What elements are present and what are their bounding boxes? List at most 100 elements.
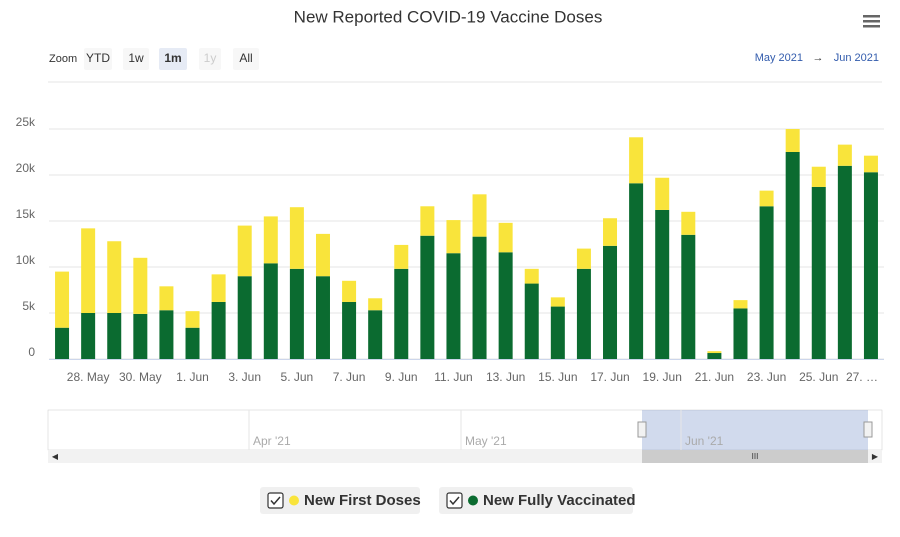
x-tick-label: 11. Jun (434, 370, 472, 384)
zoom-button[interactable] (123, 48, 149, 70)
bar (472, 236, 487, 359)
y-tick-label: 0 (28, 345, 35, 359)
bar (159, 286, 174, 311)
legend-item[interactable]: New Fully Vaccinated (439, 487, 636, 514)
scroll-left[interactable]: ◀ (52, 452, 59, 461)
bar (263, 263, 278, 359)
bar (707, 353, 722, 359)
menu-bar (863, 25, 880, 28)
legend-check (270, 496, 281, 506)
bar (107, 241, 122, 313)
x-tick-label: 17. Jun (590, 370, 629, 384)
legend-box[interactable] (439, 487, 633, 514)
bar (394, 244, 409, 269)
bar (107, 313, 122, 359)
bar (342, 301, 357, 359)
x-tick-label: 9. Jun (385, 370, 418, 384)
bar (185, 311, 200, 328)
bar (576, 268, 591, 359)
x-tick-label: 25. Jun (799, 370, 838, 384)
x-tick-label: 5. Jun (281, 370, 314, 384)
zoom-button[interactable] (84, 48, 112, 70)
bar (863, 172, 878, 359)
bar (524, 268, 539, 284)
y-tick-label: 15k (16, 207, 36, 221)
bar (603, 245, 618, 359)
bar (55, 327, 70, 359)
bar (655, 209, 670, 359)
zoom-button-label: 1y (204, 51, 217, 65)
bar (446, 220, 461, 254)
bar (315, 276, 330, 359)
bar (707, 351, 722, 354)
zoom-button-label[interactable]: YTD (86, 51, 110, 65)
navigator-mask[interactable] (642, 410, 868, 450)
bar (133, 313, 148, 359)
scroll-right[interactable]: ▶ (872, 452, 879, 461)
bar (185, 327, 200, 359)
bar (655, 177, 670, 210)
menu-button[interactable] (863, 15, 880, 28)
bar (681, 211, 696, 235)
bar (237, 225, 252, 277)
legend-marker (468, 495, 478, 506)
zoom-label: Zoom (49, 53, 77, 65)
bar (237, 276, 252, 359)
legend-box[interactable] (260, 487, 420, 514)
zoom-button[interactable] (159, 48, 187, 70)
bar (289, 207, 304, 269)
legend-checkbox[interactable] (267, 492, 284, 509)
legend-checkbox[interactable] (446, 492, 463, 509)
x-tick-label: 23. Jun (747, 370, 786, 384)
y-tick-label: 10k (16, 253, 36, 267)
x-tick-label: 1. Jun (176, 370, 209, 384)
menu-bar (863, 20, 880, 23)
bar (472, 194, 487, 237)
bar (837, 165, 852, 359)
bar (81, 313, 96, 359)
scrollbar-thumb[interactable] (642, 450, 868, 463)
range-from[interactable]: May 2021 (755, 52, 803, 64)
bar (576, 248, 591, 269)
x-tick-label: 7. Jun (333, 370, 366, 384)
y-tick-label: 25k (16, 115, 36, 129)
x-tick-label: 3. Jun (228, 370, 261, 384)
navigator-handle[interactable] (863, 421, 873, 438)
zoom-button[interactable] (233, 48, 259, 70)
bar (289, 268, 304, 359)
navigator-handle[interactable] (637, 421, 647, 438)
zoom-button-label[interactable]: 1m (164, 51, 181, 65)
bar (263, 216, 278, 264)
bar (603, 218, 618, 246)
legend-item[interactable]: New First Doses (260, 487, 421, 514)
bar (629, 183, 644, 359)
bar (211, 301, 226, 359)
chart-title: New Reported COVID-19 Vaccine Doses (294, 7, 603, 26)
x-tick-label: 13. Jun (486, 370, 525, 384)
bar (550, 297, 565, 307)
x-tick-label: 28. May (67, 370, 110, 384)
bar (368, 298, 383, 311)
range-to[interactable]: Jun 2021 (834, 52, 879, 64)
zoom-button-label[interactable]: 1w (128, 51, 144, 65)
bar (211, 274, 226, 302)
bar (811, 186, 826, 359)
bar (733, 308, 748, 359)
bar (55, 271, 70, 328)
bar (681, 234, 696, 359)
zoom-button-label[interactable]: All (239, 51, 252, 65)
bar (733, 300, 748, 309)
legend-label[interactable]: New Fully Vaccinated (483, 492, 636, 509)
bar (629, 137, 644, 184)
legend-label[interactable]: New First Doses (304, 492, 421, 509)
navigator-label: May '21 (465, 434, 507, 448)
bar (811, 166, 826, 187)
menu-bar (863, 15, 880, 18)
navigator[interactable] (47, 409, 883, 451)
bar (498, 222, 513, 253)
bar (342, 280, 357, 302)
bar (446, 253, 461, 359)
bar (785, 129, 800, 152)
navigator-label: Apr '21 (253, 434, 291, 448)
bar (785, 152, 800, 359)
